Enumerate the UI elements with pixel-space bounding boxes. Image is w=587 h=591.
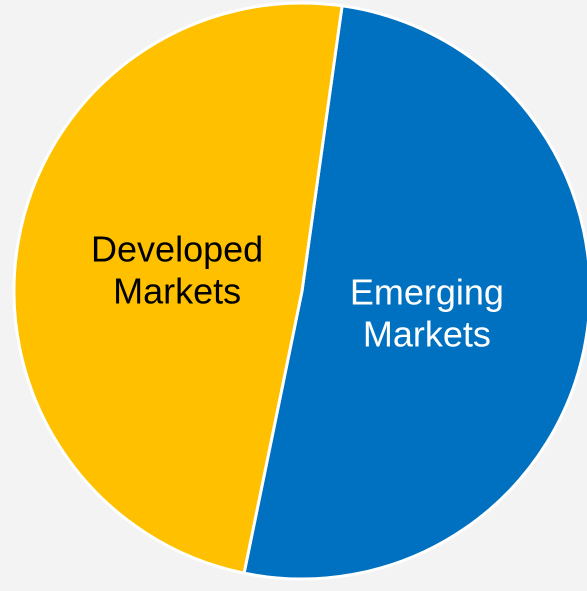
slice-label-line: Developed [91, 228, 263, 269]
pie-slice-emerging-markets [242, 4, 587, 581]
pie-slice-developed-markets [12, 1, 344, 575]
slice-label-developed-markets: Developed Markets [91, 228, 263, 311]
slice-label-line: Markets [363, 314, 491, 355]
slice-label-line: Markets [113, 270, 241, 311]
pie-slices [12, 1, 587, 581]
slice-label-line: Emerging [350, 272, 504, 313]
slice-label-emerging-markets: Emerging Markets [350, 272, 504, 355]
